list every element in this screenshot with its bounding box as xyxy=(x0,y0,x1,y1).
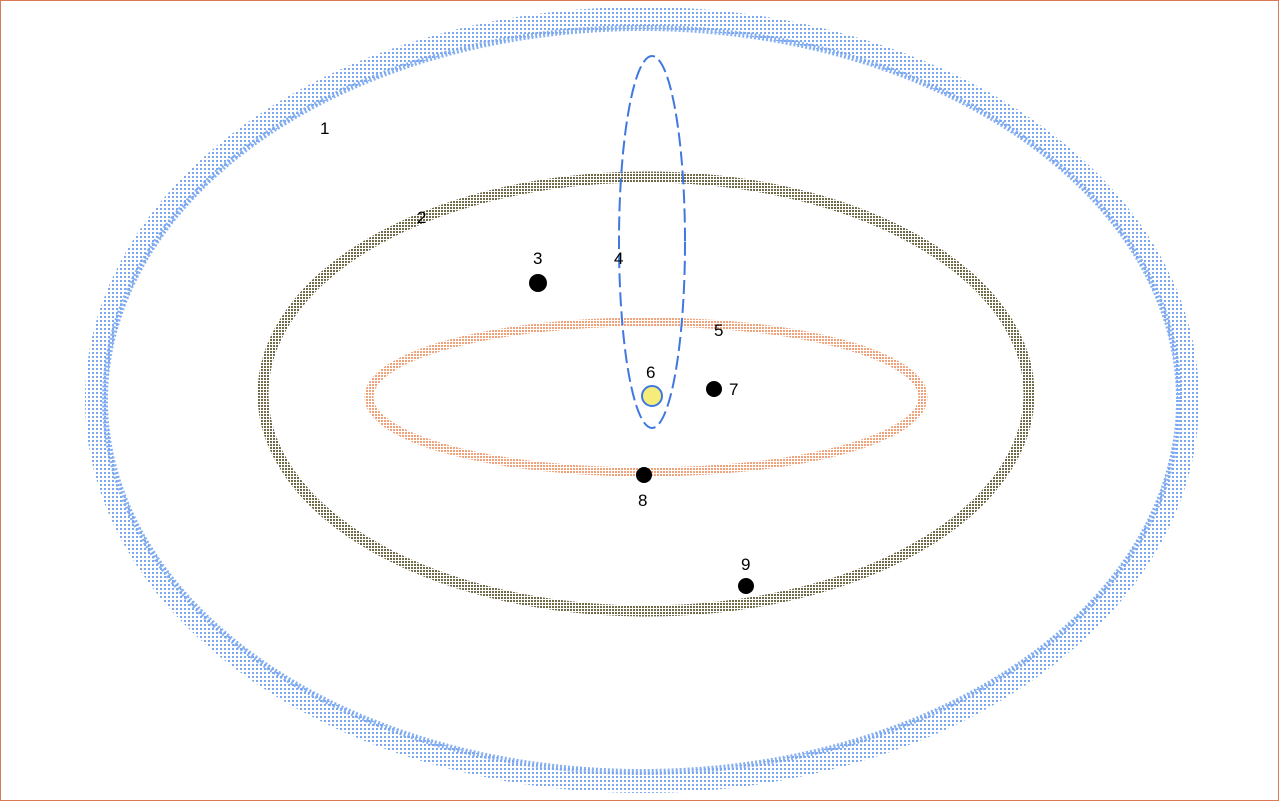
label-4: 4 xyxy=(614,249,623,268)
center-body-6 xyxy=(641,385,663,407)
body-3-dot xyxy=(529,274,547,292)
label-7: 7 xyxy=(729,380,738,399)
label-3: 3 xyxy=(533,249,542,268)
label-6: 6 xyxy=(646,363,655,382)
body-9-dot xyxy=(738,578,754,594)
label-1: 1 xyxy=(320,119,329,138)
orbit-4 xyxy=(618,55,686,429)
label-2: 2 xyxy=(417,208,426,227)
label-8: 8 xyxy=(638,491,647,510)
orbit-2 xyxy=(257,171,1035,617)
body-8-dot xyxy=(636,467,652,483)
label-9: 9 xyxy=(741,555,750,574)
label-5: 5 xyxy=(714,321,723,340)
orbit-1 xyxy=(85,7,1199,793)
body-7-dot xyxy=(706,381,722,397)
